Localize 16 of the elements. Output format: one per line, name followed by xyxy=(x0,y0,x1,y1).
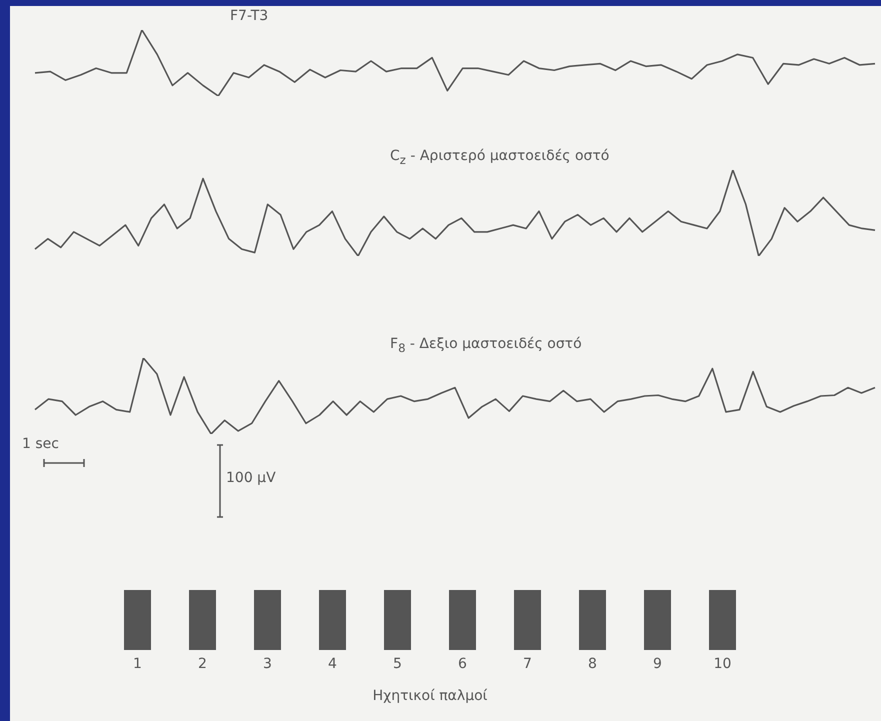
text: 100 µV xyxy=(226,470,276,486)
x-tick-label: 9 xyxy=(653,656,662,672)
x-tick-label: 3 xyxy=(263,656,272,672)
chart-title: F7-T3 xyxy=(230,8,268,24)
x-tick-label: 5 xyxy=(393,656,402,672)
x-tick-label: 10 xyxy=(714,656,732,672)
chart-title: C$_{z}$ - Αριστερό μαστοειδές οστό xyxy=(390,148,610,167)
text: 1 sec xyxy=(22,436,59,452)
x-axis-title: Ηχητικοί παλμοί xyxy=(372,688,488,704)
x-tick-label: 2 xyxy=(198,656,207,672)
x-tick-label: 7 xyxy=(523,656,532,672)
chart-title: F$_{8}$ - Δεξιο μαστοειδές οστό xyxy=(390,336,582,355)
x-tick-label: 6 xyxy=(458,656,468,672)
x-tick-label: 1 xyxy=(133,656,142,672)
x-tick-label: 4 xyxy=(328,656,338,672)
x-tick-label: 8 xyxy=(588,656,597,672)
